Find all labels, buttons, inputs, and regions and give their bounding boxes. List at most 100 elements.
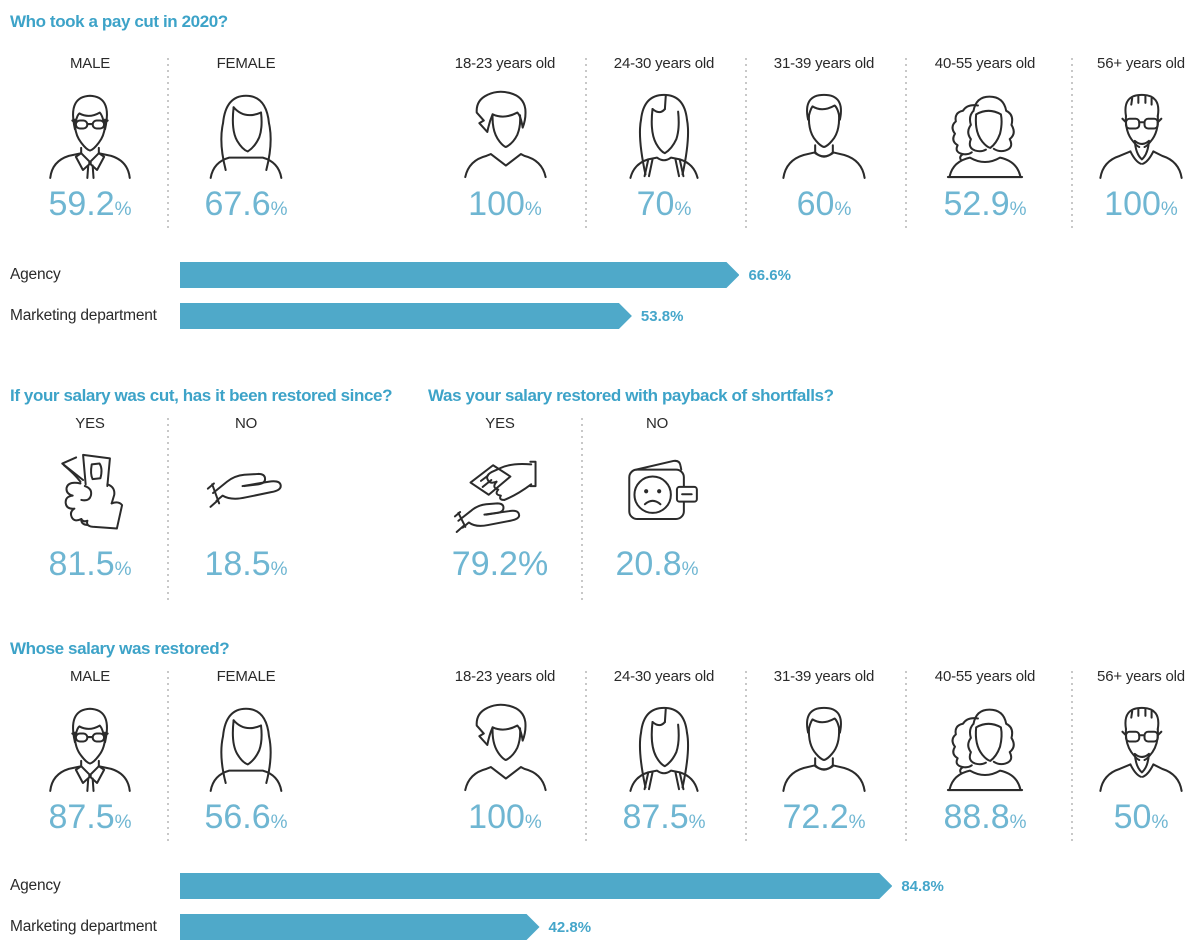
- category-label: NO: [234, 415, 258, 432]
- percent-value: 18.5%: [204, 545, 288, 583]
- stat-whose-40-55: 40-55 years old 88.8%: [910, 668, 1060, 836]
- category-label: 56+ years old: [1097, 55, 1185, 72]
- section-title-paycut: Who took a pay cut in 2020?: [10, 12, 228, 31]
- bar-row-agency: Agency 66.6%: [0, 262, 1203, 288]
- stat-whose-male: MALE 87.5%: [15, 668, 165, 836]
- stat-paycut-female: FEMALE 67.6%: [171, 55, 321, 223]
- man-avatar-icon: [782, 93, 866, 179]
- man-avatar-icon: [782, 706, 866, 792]
- bar-value: 53.8%: [640, 307, 684, 325]
- bar-track: 84.8%: [180, 873, 1020, 899]
- category-label: FEMALE: [216, 668, 276, 685]
- percent-value: 79.2%: [451, 545, 549, 583]
- category-label: NO: [645, 415, 669, 432]
- category-label: 24-30 years old: [613, 55, 715, 72]
- percent-value: 67.6%: [204, 185, 288, 223]
- category-label: 24-30 years old: [613, 668, 715, 685]
- stat-whose-female: FEMALE 56.6%: [171, 668, 321, 836]
- stat-whose-56plus: 56+ years old 50%: [1066, 668, 1203, 836]
- stat-paycut-56plus: 56+ years old 100%: [1066, 55, 1203, 223]
- bar-label: Agency: [10, 266, 61, 283]
- percent-value: 81.5%: [48, 545, 132, 583]
- category-label: 18-23 years old: [454, 55, 556, 72]
- bar-row-agency: Agency 84.8%: [0, 873, 1203, 899]
- sad-wallet-icon: [628, 459, 698, 520]
- stat-paycut-24-30: 24-30 years old 70%: [589, 55, 739, 223]
- percent-value: 88.8%: [943, 798, 1027, 836]
- hand-giving-money-icon: [453, 460, 537, 533]
- stat-paycut-18-23: 18-23 years old 100%: [430, 55, 580, 223]
- category-label: 40-55 years old: [934, 55, 1036, 72]
- divider: [905, 671, 907, 843]
- category-label: FEMALE: [216, 55, 276, 72]
- divider: [167, 418, 169, 600]
- percent-value: 72.2%: [782, 798, 866, 836]
- bar-value: 42.8%: [548, 918, 592, 936]
- young-woman-avatar-icon: [629, 706, 699, 792]
- divider: [1071, 58, 1073, 230]
- stat-restored-yes: YES 81.5%: [15, 415, 165, 583]
- bar-label: Agency: [10, 877, 61, 894]
- divider: [167, 58, 169, 230]
- section-title-payback: Was your salary restored with payback of…: [428, 386, 834, 405]
- bar: [180, 873, 892, 899]
- category-label: YES: [485, 415, 515, 432]
- bar-label: Marketing department: [10, 918, 157, 935]
- divider: [745, 671, 747, 843]
- divider: [585, 671, 587, 843]
- divider: [905, 58, 907, 230]
- percent-value: 100%: [468, 185, 542, 223]
- older-male-avatar-icon: [1099, 93, 1183, 179]
- divider: [167, 671, 169, 843]
- bar: [180, 914, 540, 940]
- category-label: 31-39 years old: [773, 668, 875, 685]
- young-male-avatar-icon: [464, 703, 547, 792]
- percent-value: 87.5%: [622, 798, 706, 836]
- female-avatar-icon: [209, 707, 283, 792]
- category-label: YES: [75, 415, 105, 432]
- bar-track: 53.8%: [180, 303, 1020, 329]
- stat-whose-18-23: 18-23 years old 100%: [430, 668, 580, 836]
- percent-value: 60%: [796, 185, 852, 223]
- percent-value: 100%: [1104, 185, 1178, 223]
- stat-payback-no: NO 20.8%: [582, 415, 732, 583]
- woman-bob-avatar-icon: [946, 95, 1024, 179]
- bar-value: 84.8%: [901, 877, 944, 895]
- stat-whose-31-39: 31-39 years old 72.2%: [749, 668, 899, 836]
- young-male-avatar-icon: [464, 90, 547, 179]
- male-avatar-icon: [49, 94, 131, 179]
- stat-paycut-31-39: 31-39 years old 60%: [749, 55, 899, 223]
- category-label: 18-23 years old: [454, 668, 556, 685]
- percent-value: 59.2%: [48, 185, 132, 223]
- stat-whose-24-30: 24-30 years old 87.5%: [589, 668, 739, 836]
- category-label: 56+ years old: [1097, 668, 1185, 685]
- percent-value: 70%: [636, 185, 692, 223]
- older-male-avatar-icon: [1099, 706, 1183, 792]
- empty-open-hand-icon: [206, 472, 282, 508]
- section-title-restored: If your salary was cut, has it been rest…: [10, 386, 393, 405]
- category-label: MALE: [69, 55, 111, 72]
- male-avatar-icon: [49, 707, 131, 792]
- percent-value: 50%: [1113, 798, 1169, 836]
- section-title-whose: Whose salary was restored?: [10, 639, 230, 658]
- divider: [745, 58, 747, 230]
- percent-value: 20.8%: [615, 545, 699, 583]
- stat-payback-yes: YES 79.2%: [425, 415, 575, 583]
- divider: [1071, 671, 1073, 843]
- category-label: MALE: [69, 668, 111, 685]
- category-label: 31-39 years old: [773, 55, 875, 72]
- bar: [180, 262, 739, 288]
- stat-paycut-male: MALE 59.2%: [15, 55, 165, 223]
- percent-value: 100%: [468, 798, 542, 836]
- female-avatar-icon: [209, 94, 283, 179]
- category-label: 40-55 years old: [934, 668, 1036, 685]
- bar-label: Marketing department: [10, 307, 157, 324]
- hand-holding-cash-icon: [61, 453, 124, 530]
- percent-value: 56.6%: [204, 798, 288, 836]
- bar-row-marketing: Marketing department 53.8%: [0, 303, 1203, 329]
- bar-value: 66.6%: [748, 266, 791, 284]
- stat-paycut-40-55: 40-55 years old 52.9%: [910, 55, 1060, 223]
- bar-row-marketing: Marketing department 42.8%: [0, 914, 1203, 940]
- stat-restored-no: NO 18.5%: [171, 415, 321, 583]
